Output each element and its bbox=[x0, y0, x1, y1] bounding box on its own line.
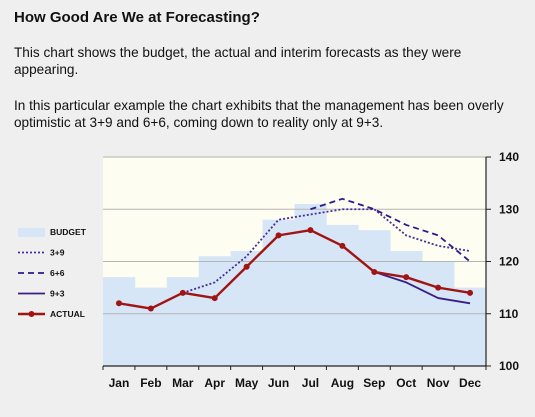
page-title: How Good Are We at Forecasting? bbox=[14, 9, 260, 26]
actual-point bbox=[403, 274, 410, 281]
description-paragraph: This chart shows the budget, the actual … bbox=[14, 45, 462, 77]
legend-label: 3+9 bbox=[50, 248, 65, 258]
legend-label: 9+3 bbox=[50, 289, 65, 299]
legend-label: BUDGET bbox=[50, 227, 87, 237]
budget-bar bbox=[262, 219, 295, 366]
actual-point bbox=[467, 289, 474, 296]
actual-point bbox=[179, 289, 186, 296]
x-tick-label: Apr bbox=[204, 376, 225, 390]
x-tick-label: Mar bbox=[172, 376, 194, 390]
actual-point bbox=[435, 284, 442, 291]
actual-point bbox=[211, 295, 218, 302]
series-line-actual bbox=[118, 228, 471, 310]
series-line-6-6 bbox=[310, 197, 471, 263]
budget-bar bbox=[358, 230, 391, 366]
budget-bar bbox=[103, 277, 136, 366]
legend-label: ACTUAL bbox=[50, 309, 85, 319]
x-tick-label: Jul bbox=[302, 376, 319, 390]
series-lines bbox=[115, 197, 474, 312]
y-tick-label: 130 bbox=[499, 202, 519, 216]
x-tick-label: Aug bbox=[331, 376, 354, 390]
budget-bar bbox=[198, 256, 231, 366]
x-tick-label: Sep bbox=[363, 376, 385, 390]
actual-point bbox=[275, 232, 282, 239]
legend-marker bbox=[28, 311, 35, 317]
y-tick-label: 110 bbox=[499, 307, 519, 321]
y-tick-label: 120 bbox=[499, 255, 519, 269]
x-tick-label: Jun bbox=[268, 376, 289, 390]
x-tick-label: Oct bbox=[396, 376, 416, 390]
actual-point bbox=[339, 242, 346, 249]
explanation-paragraph: In this particular example the chart exh… bbox=[14, 98, 504, 130]
actual-point bbox=[115, 300, 122, 307]
gridlines bbox=[103, 156, 486, 315]
x-tick-label: May bbox=[235, 376, 259, 390]
budget-bar bbox=[230, 251, 263, 366]
budget-bar bbox=[390, 251, 423, 366]
budget-bar bbox=[454, 287, 487, 366]
legend-swatch bbox=[18, 228, 45, 237]
legend-label: 6+6 bbox=[50, 268, 65, 278]
y-tick-label: 100 bbox=[499, 359, 519, 373]
actual-point bbox=[307, 227, 314, 234]
x-tick-label: Feb bbox=[140, 376, 161, 390]
legend: BUDGET 3+9 6+6 9+3 ACTUAL bbox=[18, 227, 87, 319]
x-tick-label: Dec bbox=[459, 376, 481, 390]
axes: 100 110 120 130 140 Jan Feb Mar Apr May Jun Jul Aug S… bbox=[102, 150, 519, 390]
budget-bar bbox=[134, 287, 168, 366]
x-tick-label: Nov bbox=[427, 376, 450, 390]
x-tick-label: Jan bbox=[109, 376, 130, 390]
actual-point bbox=[243, 263, 250, 270]
actual-point bbox=[371, 268, 378, 275]
actual-point bbox=[147, 305, 154, 312]
y-tick-label: 140 bbox=[499, 150, 519, 164]
series-line-9-3 bbox=[374, 271, 471, 305]
